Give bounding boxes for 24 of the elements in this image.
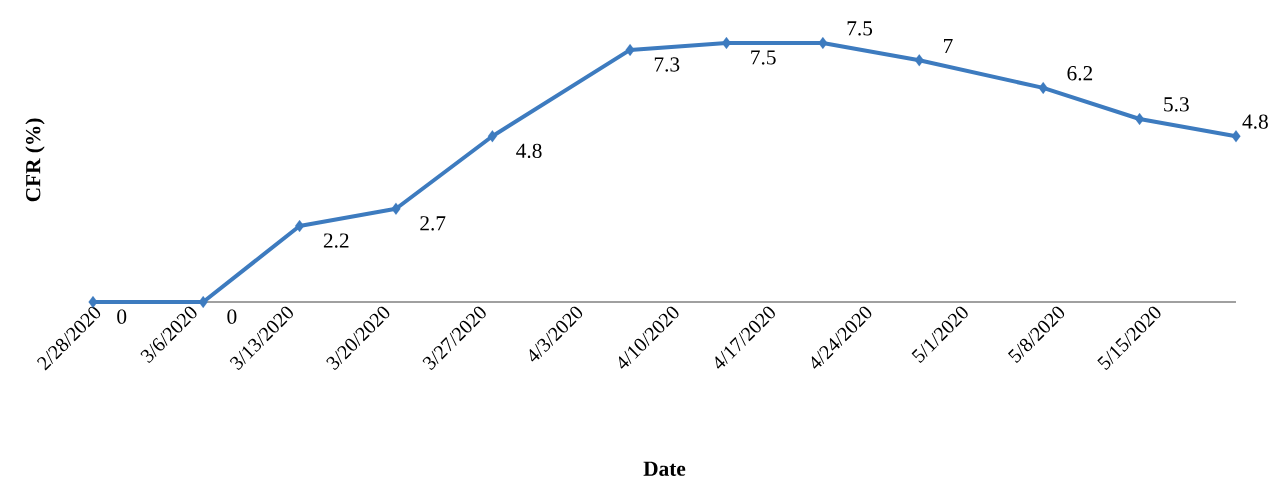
data-label: 7.5 (847, 21, 873, 36)
point (818, 36, 828, 50)
data-label: 5.3 (1164, 97, 1189, 112)
data-label: 4.8 (516, 143, 542, 159)
y-axis-title: CFR (%) (25, 118, 45, 202)
point (294, 219, 305, 233)
data-label: 4.8 (1242, 114, 1268, 129)
point (721, 36, 732, 50)
point (1135, 112, 1145, 126)
data-label: 2.2 (323, 233, 349, 248)
x-axis-title: Date (643, 461, 686, 476)
point (625, 43, 635, 56)
point (391, 202, 401, 215)
point (1231, 130, 1241, 143)
point (1038, 81, 1048, 94)
point (914, 54, 924, 67)
data-label: 7 (944, 38, 953, 53)
data-label: 2.7 (420, 216, 446, 231)
point (198, 295, 208, 309)
data-label: 7.5 (751, 50, 776, 65)
point (487, 130, 497, 143)
data-label: 0 (117, 309, 127, 324)
data-label: 7.3 (654, 57, 680, 72)
data-label: 6.2 (1067, 66, 1093, 81)
